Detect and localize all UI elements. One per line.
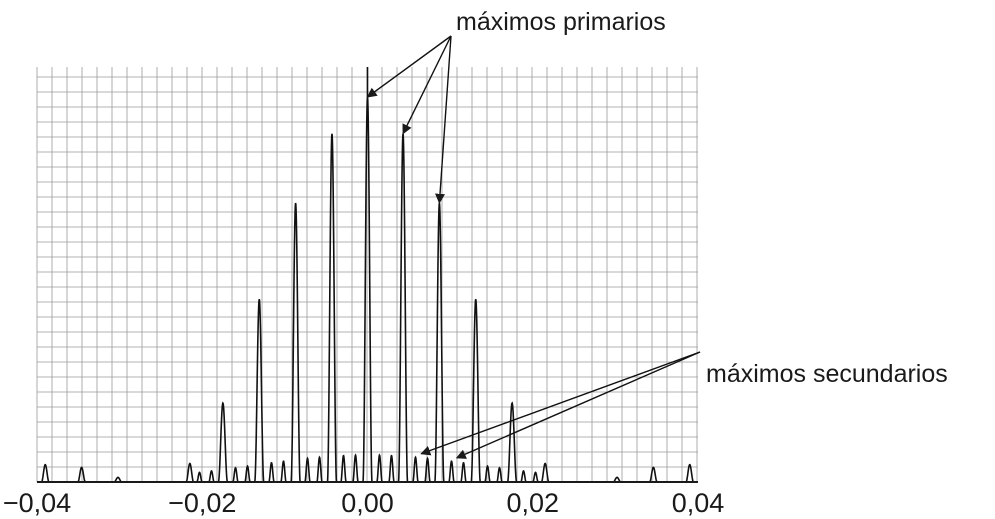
annotation-arrow-secondary	[420, 351, 701, 456]
annotation-arrow-primary	[435, 35, 452, 204]
intensity-curve	[37, 96, 698, 483]
annotations: máximos primarios máximos secundarios	[366, 8, 948, 459]
annotation-secondary-maxima: máximos secundarios	[706, 360, 948, 388]
x-tick-label: 0,02	[506, 488, 559, 518]
grid	[36, 67, 698, 483]
annotation-arrow-primary	[366, 35, 452, 98]
x-tick-label: −0,02	[168, 488, 236, 518]
annotation-primary-maxima: máximos primarios	[456, 8, 666, 36]
intensity-curve-group	[37, 67, 698, 483]
annotation-arrow-primary	[402, 35, 452, 135]
x-tick-label: 0,04	[672, 488, 725, 518]
x-tick-label: 0,00	[341, 488, 394, 518]
annotation-arrow-secondary	[455, 351, 701, 459]
x-tick-labels: −0,04 −0,02 0,00 0,02 0,04	[3, 488, 724, 518]
x-tick-label: −0,04	[3, 488, 71, 518]
